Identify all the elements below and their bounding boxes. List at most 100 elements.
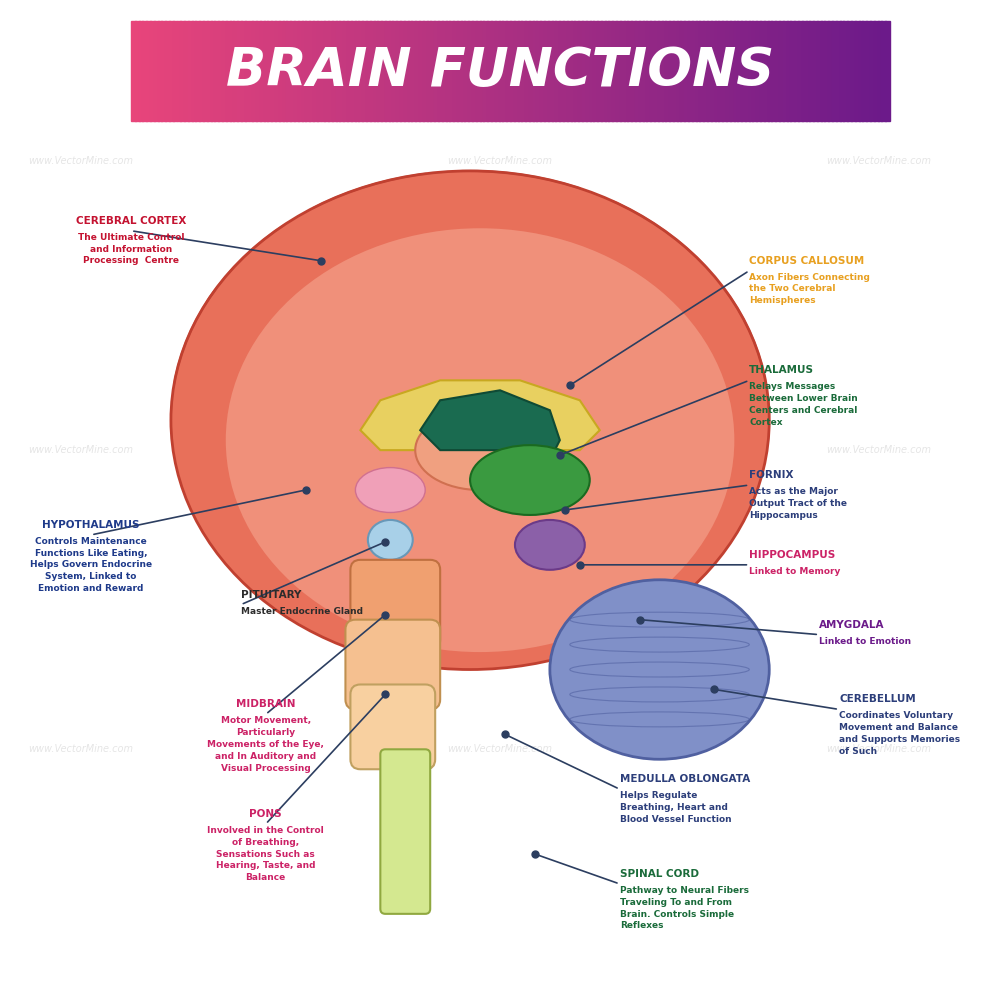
Bar [544, 21, 549, 121]
Bar [249, 21, 253, 121]
Bar [146, 21, 151, 121]
Bar [722, 21, 727, 121]
Bar [419, 21, 424, 121]
Bar [245, 21, 249, 121]
Bar [586, 21, 591, 121]
Bar [370, 21, 375, 121]
FancyBboxPatch shape [345, 620, 440, 709]
Polygon shape [360, 380, 600, 450]
Bar [214, 21, 219, 121]
Text: www.VectorMine.com: www.VectorMine.com [29, 744, 134, 754]
Bar [771, 21, 776, 121]
Bar [635, 21, 640, 121]
Bar [430, 21, 435, 121]
Bar [756, 21, 761, 121]
Bar [673, 21, 678, 121]
Bar [593, 21, 598, 121]
Bar [817, 21, 822, 121]
Text: THALAMUS: THALAMUS [749, 365, 814, 375]
Bar [745, 21, 750, 121]
Ellipse shape [415, 410, 545, 490]
FancyBboxPatch shape [350, 684, 435, 769]
Bar [366, 21, 371, 121]
Text: MEDULLA OBLONGATA: MEDULLA OBLONGATA [620, 774, 750, 784]
Bar [169, 21, 174, 121]
Bar [271, 21, 276, 121]
Bar [866, 21, 871, 121]
Text: FORNIX: FORNIX [749, 470, 794, 480]
Bar [177, 21, 181, 121]
Text: Linked to Emotion: Linked to Emotion [819, 637, 911, 646]
Bar [870, 21, 875, 121]
Bar [404, 21, 409, 121]
Bar [211, 21, 215, 121]
Bar [597, 21, 602, 121]
Bar [847, 21, 852, 121]
Bar [438, 21, 443, 121]
Bar [559, 21, 564, 121]
Bar [798, 21, 803, 121]
Text: www.VectorMine.com: www.VectorMine.com [448, 445, 552, 455]
Bar [855, 21, 860, 121]
Text: Coordinates Voluntary
Movement and Balance
and Supports Memories
of Such: Coordinates Voluntary Movement and Balan… [839, 711, 960, 756]
Text: HIPPOCAMPUS: HIPPOCAMPUS [749, 550, 836, 560]
Bar [275, 21, 280, 121]
Bar [665, 21, 670, 121]
Bar [230, 21, 234, 121]
Bar [813, 21, 818, 121]
Bar [392, 21, 397, 121]
Text: MIDBRAIN: MIDBRAIN [236, 699, 295, 709]
Bar [332, 21, 337, 121]
Bar [616, 21, 621, 121]
Bar [783, 21, 788, 121]
Bar [499, 21, 503, 121]
Ellipse shape [355, 468, 425, 512]
Text: CEREBRAL CORTEX: CEREBRAL CORTEX [76, 216, 186, 226]
Text: Acts as the Major
Output Tract of the
Hippocampus: Acts as the Major Output Tract of the Hi… [749, 487, 847, 520]
Bar [218, 21, 223, 121]
Bar [362, 21, 367, 121]
Text: Relays Messages
Between Lower Brain
Centers and Cerebral
Cortex: Relays Messages Between Lower Brain Cent… [749, 382, 858, 427]
Bar [408, 21, 412, 121]
Bar [794, 21, 799, 121]
Bar [514, 21, 519, 121]
Bar [768, 21, 772, 121]
Bar [510, 21, 515, 121]
Ellipse shape [550, 580, 769, 759]
Bar [180, 21, 185, 121]
Bar [737, 21, 742, 121]
Bar [343, 21, 348, 121]
Bar [878, 21, 882, 121]
Bar [688, 21, 693, 121]
Bar [222, 21, 227, 121]
Text: Motor Movement,
Particularly
Movements of the Eye,
and In Auditory and
Visual Pr: Motor Movement, Particularly Movements o… [207, 716, 324, 773]
Bar [453, 21, 458, 121]
Bar [843, 21, 848, 121]
Bar [472, 21, 477, 121]
Bar [703, 21, 708, 121]
Bar [752, 21, 757, 121]
Bar [608, 21, 613, 121]
Bar [654, 21, 659, 121]
Ellipse shape [515, 520, 585, 570]
Ellipse shape [368, 520, 413, 560]
Bar [590, 21, 594, 121]
Bar [184, 21, 189, 121]
FancyBboxPatch shape [380, 749, 430, 914]
Bar [461, 21, 465, 121]
Bar [643, 21, 647, 121]
FancyBboxPatch shape [350, 560, 440, 650]
Bar [139, 21, 143, 121]
Bar [355, 21, 359, 121]
Text: Involved in the Control
of Breathing,
Sensations Such as
Hearing, Taste, and
Bal: Involved in the Control of Breathing, Se… [207, 826, 324, 882]
Bar [142, 21, 147, 121]
Ellipse shape [470, 445, 590, 515]
Bar [188, 21, 193, 121]
Bar [226, 21, 231, 121]
Bar [150, 21, 155, 121]
Bar [749, 21, 753, 121]
Bar [400, 21, 405, 121]
Bar [298, 21, 303, 121]
Bar [760, 21, 765, 121]
Bar [286, 21, 291, 121]
